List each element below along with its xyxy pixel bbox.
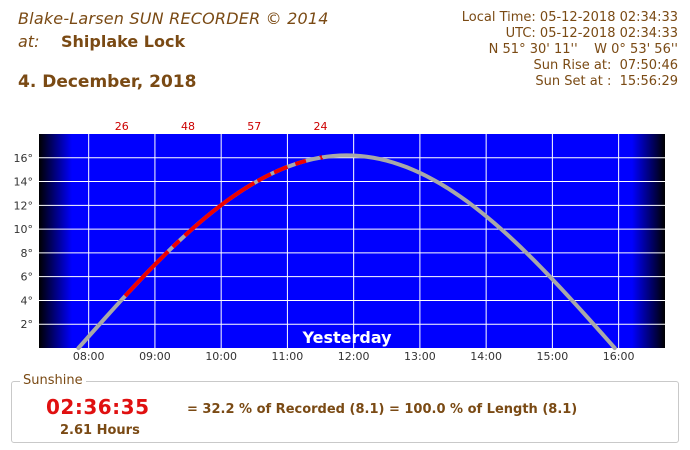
chart-sky-background: [39, 134, 665, 348]
day-label: Yesterday: [301, 328, 392, 347]
hourly-count: 24: [314, 120, 328, 133]
y-tick-label: 16°: [14, 152, 34, 165]
x-tick-label: 08:00: [73, 350, 105, 363]
hourly-count: 26: [115, 120, 129, 133]
x-axis-labels: 08:00 09:00 10:00 11:00 12:00 13:00 14:00 15:00…: [73, 350, 635, 363]
sun-rise-time: Sun Rise at: 07:50:46: [533, 58, 678, 73]
location-name: Shiplake Lock: [61, 32, 186, 51]
sunshine-segment: [273, 165, 289, 175]
x-tick-label: 09:00: [139, 350, 171, 363]
location-row: at: Shiplake Lock: [18, 32, 185, 51]
y-tick-label: 12°: [14, 199, 34, 212]
sun-altitude-chart: 08:00 09:00 10:00 11:00 12:00 13:00 14:00 15:00…: [14, 120, 665, 363]
report-date: 4. December, 2018: [18, 72, 197, 92]
chart-grid: [39, 134, 665, 348]
sun-set-time: Sun Set at : 15:56:29: [535, 74, 678, 89]
hourly-count: 48: [181, 120, 195, 133]
x-tick-label: 13:00: [404, 350, 436, 363]
sunshine-hours: 2.61 Hours: [60, 423, 140, 438]
sunshine-segment: [123, 249, 170, 298]
x-tick-label: 10:00: [205, 350, 237, 363]
y-tick-label: 10°: [14, 223, 34, 236]
chart-night-right: [632, 134, 665, 348]
sunshine-segment: [294, 158, 307, 166]
y-tick-label: 4°: [21, 294, 34, 307]
sunshine-panel-title: Sunshine: [20, 373, 86, 388]
x-tick-label: 14:00: [470, 350, 502, 363]
y-tick-label: 6°: [21, 271, 34, 284]
utc-time: UTC: 05-12-2018 02:34:33: [505, 26, 678, 41]
y-tick-label: 8°: [21, 247, 34, 260]
coordinates: N 51° 30' 11'' W 0° 53' 56'': [488, 42, 678, 57]
sunshine-segment: [183, 181, 256, 238]
x-tick-label: 12:00: [338, 350, 370, 363]
sunshine-panel: Sunshine 02:36:35 2.61 Hours = 32.2 % of…: [11, 373, 679, 443]
x-tick-label: 16:00: [603, 350, 635, 363]
local-time: Local Time: 05-12-2018 02:34:33: [461, 10, 678, 25]
y-tick-label: 14°: [14, 176, 34, 189]
y-tick-label: 2°: [21, 318, 34, 331]
sunshine-segments: [123, 155, 324, 298]
app-title: Blake-Larsen SUN RECORDER © 2014: [18, 9, 329, 28]
y-axis-labels: 2° 4° 6° 8° 10° 12° 14° 16°: [14, 152, 34, 331]
x-tick-label: 11:00: [272, 350, 304, 363]
hourly-count-labels: 26 48 57 24: [115, 120, 328, 133]
sunshine-segment: [256, 172, 272, 183]
location-prefix: at:: [18, 32, 40, 51]
hourly-count: 57: [247, 120, 261, 133]
time-info-block: Local Time: 05-12-2018 02:34:33 UTC: 05-…: [462, 10, 678, 90]
chart-night-left: [39, 134, 72, 348]
sunshine-summary: = 32.2 % of Recorded (8.1) = 100.0 % of …: [187, 402, 578, 417]
x-tick-label: 15:00: [537, 350, 569, 363]
sunshine-segment: [171, 239, 181, 249]
sunshine-duration: 02:36:35: [46, 395, 150, 419]
